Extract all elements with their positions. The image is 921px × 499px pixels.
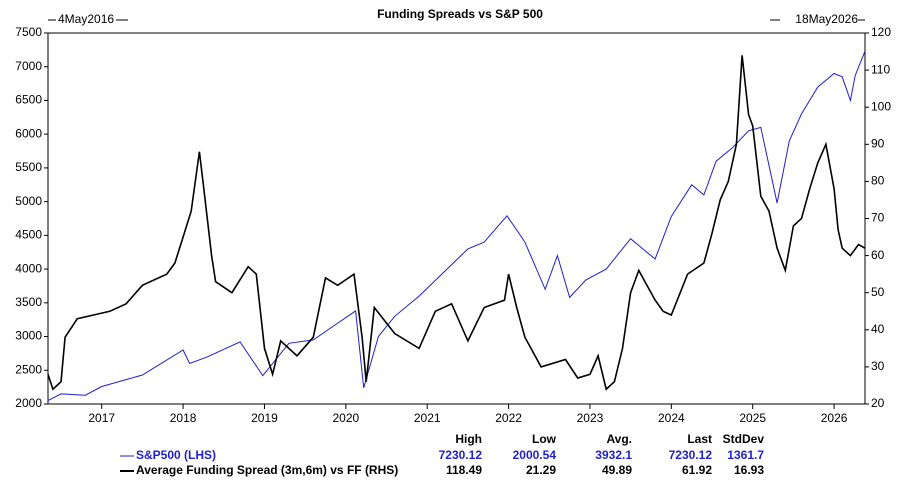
stats-value: 118.49 — [446, 463, 482, 477]
y-tick-label: 2000 — [15, 396, 42, 410]
y2-tick-label: 20 — [871, 396, 885, 410]
x-tick-label: 2020 — [332, 411, 359, 425]
y2-tick-label: 60 — [871, 248, 885, 262]
stats-value: 7230.12 — [439, 448, 483, 462]
series-line — [47, 55, 866, 391]
y-tick-label: 5000 — [15, 194, 42, 208]
x-tick-label: 2023 — [577, 411, 604, 425]
y2-tick-label: 40 — [871, 322, 885, 336]
start-date: 4May2016 — [58, 12, 114, 26]
x-tick-label: 2022 — [495, 411, 522, 425]
y-tick-label: 6000 — [15, 126, 42, 140]
y2-tick-label: 80 — [871, 174, 885, 188]
y-tick-label: 7000 — [15, 59, 42, 73]
y-tick-label: 6500 — [15, 93, 42, 107]
stats-value: 61.92 — [682, 463, 712, 477]
y-tick-label: 4500 — [15, 228, 42, 242]
end-date: 18May2026 — [795, 12, 858, 26]
y-tick-label: 7500 — [15, 25, 42, 39]
y2-tick-label: 120 — [871, 25, 891, 39]
legend-label: S&P500 (LHS) — [136, 448, 216, 462]
stats-value: 49.89 — [602, 463, 632, 477]
x-tick-label: 2017 — [88, 411, 115, 425]
y2-tick-label: 30 — [871, 359, 885, 373]
y-tick-label: 5500 — [15, 160, 42, 174]
stats-header: Last — [687, 432, 712, 446]
y2-tick-label: 70 — [871, 211, 885, 225]
x-tick-label: 2025 — [739, 411, 766, 425]
y2-tick-label: 90 — [871, 136, 885, 150]
stats-value: 2000.54 — [513, 448, 557, 462]
y-tick-label: 2500 — [15, 362, 42, 376]
x-tick-label: 2018 — [170, 411, 197, 425]
chart-title: Funding Spreads vs S&P 500 — [377, 7, 543, 21]
x-tick-label: 2021 — [414, 411, 441, 425]
x-tick-label: 2024 — [658, 411, 685, 425]
y2-tick-label: 110 — [871, 62, 890, 76]
plot-frame — [47, 32, 866, 405]
y-tick-label: 3500 — [15, 295, 42, 309]
stats-value: 1361.7 — [727, 448, 764, 462]
legend-label: Average Funding Spread (3m,6m) vs FF (RH… — [136, 463, 398, 477]
y2-tick-label: 100 — [871, 99, 891, 113]
x-tick-label: 2019 — [251, 411, 278, 425]
y-tick-label: 4000 — [15, 261, 42, 275]
stats-header: Low — [532, 432, 557, 446]
x-tick-label: 2026 — [821, 411, 848, 425]
stats-value: 3932.1 — [595, 448, 632, 462]
stats-header: Avg. — [606, 432, 632, 446]
stats-value: 7230.12 — [669, 448, 713, 462]
y2-tick-label: 50 — [871, 285, 885, 299]
stats-value: 21.29 — [526, 463, 556, 477]
stats-header: High — [455, 432, 482, 446]
y-tick-label: 3000 — [15, 329, 42, 343]
series-line — [47, 51, 866, 402]
stats-value: 16.93 — [734, 463, 764, 477]
stats-header: StdDev — [723, 432, 765, 446]
